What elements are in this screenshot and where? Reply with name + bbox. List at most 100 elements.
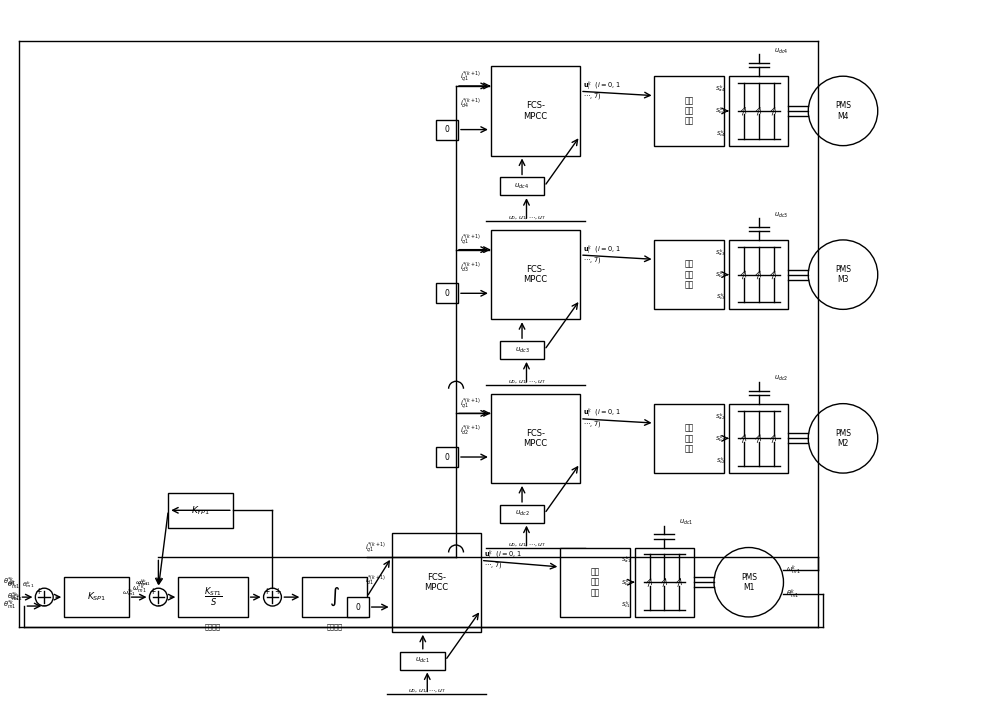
Bar [436, 283, 458, 303]
Text: $i_{d1}^{*(k+1)}$: $i_{d1}^{*(k+1)}$ [365, 574, 387, 588]
Text: $S_{a1}^k$: $S_{a1}^k$ [621, 555, 632, 565]
Text: 输出限幅: 输出限幅 [326, 623, 342, 630]
Text: $S_{b1}^k$: $S_{b1}^k$ [621, 577, 632, 588]
Text: FCS-
MPCC: FCS- MPCC [523, 101, 547, 121]
Text: 0: 0 [445, 125, 450, 134]
Bar [436, 447, 458, 467]
Text: $S_{b3}^k$: $S_{b3}^k$ [715, 269, 726, 280]
Text: $i_{q1}^{*(k+1)}$: $i_{q1}^{*(k+1)}$ [365, 540, 387, 556]
Text: $\omega_{m1}^k$: $\omega_{m1}^k$ [135, 577, 148, 588]
Text: PMS
M2: PMS M2 [835, 428, 851, 448]
Bar [729, 76, 788, 146]
Text: +: + [274, 587, 281, 595]
Bar [500, 505, 544, 523]
Text: $u_{dc2}$: $u_{dc2}$ [774, 374, 788, 383]
Bar [168, 493, 233, 528]
Text: $\omega_{m1}^k$: $\omega_{m1}^k$ [786, 563, 801, 577]
Text: $i_{d4}^{*(k+1)}$: $i_{d4}^{*(k+1)}$ [460, 96, 481, 111]
Text: $i_{d3}^{*(k+1)}$: $i_{d3}^{*(k+1)}$ [460, 261, 481, 275]
Bar [64, 578, 129, 617]
Text: $\theta_{m1}^{*k}$: $\theta_{m1}^{*k}$ [3, 575, 16, 589]
Text: $u_{dc3}$: $u_{dc3}$ [515, 346, 530, 355]
Bar [491, 230, 580, 319]
Circle shape [808, 403, 878, 473]
Text: $\cdots,7)$: $\cdots,7)$ [583, 418, 601, 428]
Text: $\mathbf{u}_i^k$  $(i=0,1$: $\mathbf{u}_i^k$ $(i=0,1$ [583, 243, 621, 257]
Bar [500, 177, 544, 195]
Text: $-$: $-$ [156, 600, 163, 608]
Text: $i_{q1}^{*(k+1)}$: $i_{q1}^{*(k+1)}$ [460, 69, 481, 85]
Text: $K_{YP1}$: $K_{YP1}$ [191, 504, 210, 516]
Text: $\theta_{m1}^k$: $\theta_{m1}^k$ [7, 578, 20, 592]
Bar [560, 548, 630, 617]
Text: FCS-
MPCC: FCS- MPCC [424, 573, 448, 592]
Text: +: + [35, 587, 42, 595]
Text: 脉冲
调制
单元: 脉冲 调制 单元 [685, 423, 694, 453]
Text: $S_{c4}^k$: $S_{c4}^k$ [716, 128, 726, 139]
Text: $u_{dc2}$: $u_{dc2}$ [515, 509, 529, 518]
Bar [347, 597, 369, 617]
Text: 0: 0 [445, 453, 450, 461]
Text: $\omega_{m1}^k$: $\omega_{m1}^k$ [137, 577, 150, 588]
Text: $\omega_{m1}^{*k}$: $\omega_{m1}^{*k}$ [132, 583, 146, 595]
Text: $u_0,u_1,\cdots,u_7$: $u_0,u_1,\cdots,u_7$ [508, 542, 545, 549]
Text: PMS
M3: PMS M3 [835, 265, 851, 284]
Text: $u_{dc4}$: $u_{dc4}$ [774, 47, 788, 56]
Text: $\omega_{m1}^{*k}$: $\omega_{m1}^{*k}$ [122, 587, 136, 598]
Text: $S_{b4}^k$: $S_{b4}^k$ [715, 106, 726, 116]
Text: $u_{dc1}$: $u_{dc1}$ [415, 656, 430, 665]
Text: 脉冲
调制
单元: 脉冲 调制 单元 [685, 96, 694, 126]
Text: $\theta_{m1}^{*k}$: $\theta_{m1}^{*k}$ [3, 598, 16, 612]
Text: 脉冲
调制
单元: 脉冲 调制 单元 [685, 260, 694, 290]
Text: 脉冲
调制
单元: 脉冲 调制 单元 [590, 568, 600, 597]
Bar [302, 578, 367, 617]
Text: $K_{SP1}$: $K_{SP1}$ [87, 591, 106, 603]
Circle shape [808, 76, 878, 146]
Bar [500, 341, 544, 359]
Text: $S_{c1}^k$: $S_{c1}^k$ [621, 599, 632, 610]
Text: PMS
M4: PMS M4 [835, 101, 851, 121]
Bar [729, 403, 788, 473]
Text: $i_{d2}^{*(k+1)}$: $i_{d2}^{*(k+1)}$ [460, 424, 481, 438]
Text: $\cdots,7)$: $\cdots,7)$ [583, 255, 601, 265]
Circle shape [808, 240, 878, 309]
Text: 0: 0 [445, 288, 450, 298]
Text: $\theta_{m1}^k$: $\theta_{m1}^k$ [786, 588, 800, 600]
Text: $u_{dc3}$: $u_{dc3}$ [774, 211, 788, 220]
Text: $S_{b2}^k$: $S_{b2}^k$ [715, 433, 726, 444]
Bar [654, 403, 724, 473]
Text: $\int$: $\int$ [329, 586, 340, 608]
Bar [436, 120, 458, 139]
Text: $S_{a4}^k$: $S_{a4}^k$ [715, 84, 726, 94]
Circle shape [35, 588, 53, 606]
Circle shape [149, 588, 167, 606]
Text: $\theta_{m1}^{*k}$: $\theta_{m1}^{*k}$ [7, 590, 20, 604]
Text: 0: 0 [355, 603, 360, 611]
Text: +: + [149, 587, 156, 595]
Text: $i_{q1}^{*(k+1)}$: $i_{q1}^{*(k+1)}$ [460, 397, 481, 412]
Bar [392, 533, 481, 632]
Text: PMS
M1: PMS M1 [741, 573, 757, 592]
Text: $u_{dc4}$: $u_{dc4}$ [514, 182, 530, 191]
Text: $u_{dc1}$: $u_{dc1}$ [679, 518, 694, 528]
Bar [400, 652, 445, 670]
Text: 积分限幅: 积分限幅 [205, 623, 221, 630]
Text: $u_0,u_1,\cdots,u_7$: $u_0,u_1,\cdots,u_7$ [408, 688, 446, 695]
Text: $S_{a3}^k$: $S_{a3}^k$ [715, 247, 726, 258]
Bar [654, 76, 724, 146]
Text: $S_{a2}^k$: $S_{a2}^k$ [715, 411, 726, 421]
Text: FCS-
MPCC: FCS- MPCC [523, 428, 547, 448]
Text: $S_{c2}^k$: $S_{c2}^k$ [716, 456, 726, 466]
Text: $\theta_{m1}^{*k}$: $\theta_{m1}^{*k}$ [10, 592, 22, 603]
Circle shape [264, 588, 281, 606]
Text: $u_0,u_1,\cdots,u_7$: $u_0,u_1,\cdots,u_7$ [508, 378, 545, 386]
Bar [178, 578, 248, 617]
Text: $\theta_{m1}^k$: $\theta_{m1}^k$ [22, 579, 34, 590]
Text: $S_{c3}^k$: $S_{c3}^k$ [716, 291, 726, 302]
Text: +: + [263, 587, 270, 595]
Circle shape [714, 548, 783, 617]
Text: FCS-
MPCC: FCS- MPCC [523, 265, 547, 284]
Text: $\cdots,7)$: $\cdots,7)$ [583, 91, 601, 101]
Text: $\dfrac{K_{ST1}}{S}$: $\dfrac{K_{ST1}}{S}$ [204, 586, 222, 608]
Bar [654, 240, 724, 309]
